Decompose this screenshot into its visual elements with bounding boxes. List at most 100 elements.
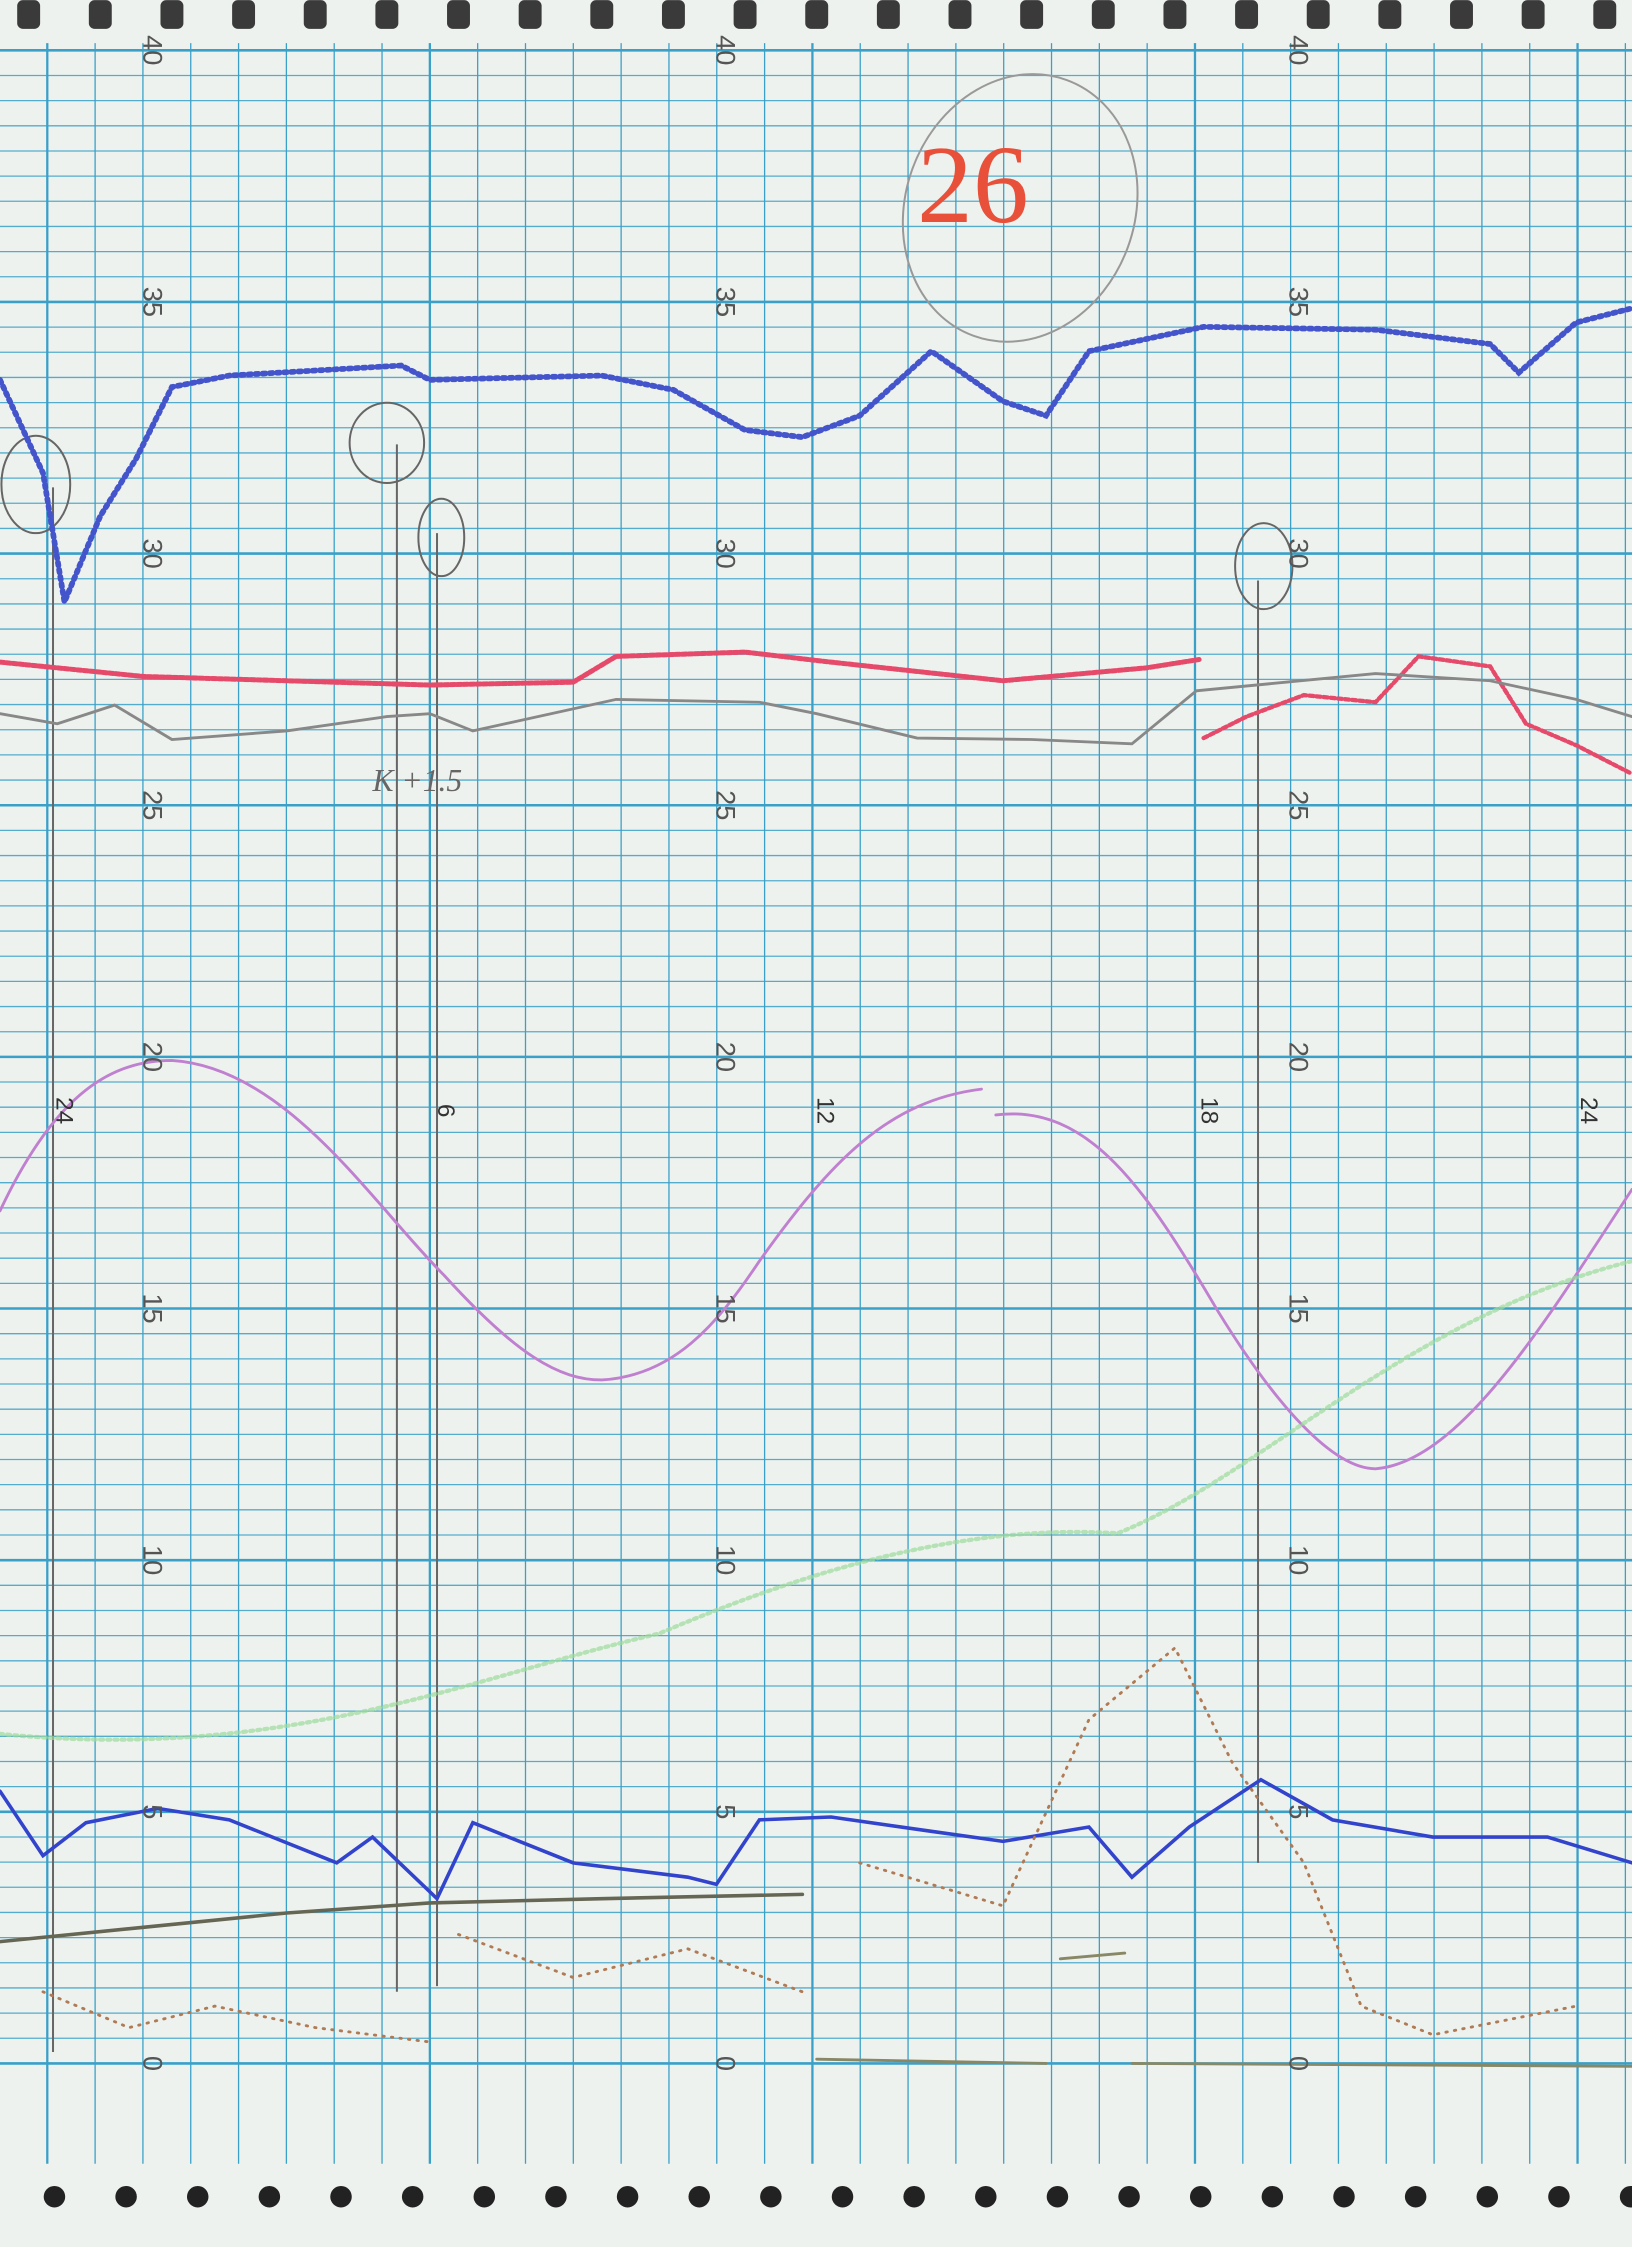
hour-label: 24 [51,1097,78,1124]
scale-label: 10 [710,1545,741,1575]
bottom-hole [115,2185,137,2208]
bottom-hole [43,2185,66,2208]
scale-label: 30 [1284,538,1315,568]
scale-label: 25 [1284,790,1315,820]
bottom-hole [258,2185,281,2208]
scale-label: 25 [137,790,168,820]
scale-label: 40 [710,35,741,65]
hour-label: 12 [811,1097,838,1124]
scale-label: 15 [137,1293,168,1323]
top-hole [160,0,184,29]
top-hole [1235,0,1259,29]
top-hole [733,0,757,29]
bottom-hole [545,2185,567,2208]
scale-label: 40 [137,35,168,65]
blue-trace [0,1777,1632,1902]
blue-dotted-trace [0,305,1632,613]
bottom-hole [1189,2185,1212,2208]
purple-trace [0,1059,1632,1471]
red-trace-2 [1201,654,1632,777]
bottom-hole [760,2185,782,2208]
labels: 40 35 30 25 20 15 10 5 0 40 35 30 25 20 15 10 5 0 40 35 30 25… [51,35,1603,2071]
marker-circle [1234,522,1294,611]
bottom-hole [1261,2185,1284,2208]
bottom-hole [330,2185,352,2208]
top-hole [518,0,542,29]
top-hole [948,0,972,29]
sheet-number: 26 [917,123,1029,247]
hour-label: 6 [432,1104,459,1118]
pencil-note: K +1.5 [372,763,463,798]
hour-label: 24 [1575,1097,1602,1124]
bottom-hole [186,2185,209,2208]
scale-label: 10 [1284,1545,1315,1575]
pencil-marks [0,73,1294,2052]
bottom-hole [688,2185,710,2208]
brown-scatter [41,1645,1578,2044]
grid [0,43,1632,2164]
bottom-hole [1619,2185,1632,2208]
scale-label: 30 [710,538,741,568]
scale-label: 0 [1284,2056,1315,2071]
bottom-hole [1118,2185,1140,2208]
scale-label: 20 [1284,1042,1315,1072]
traces [0,305,1632,2068]
top-hole [17,0,41,29]
bottom-hole [831,2185,854,2208]
baseline-trace [815,1951,1632,2068]
scale-label: 30 [137,538,168,568]
bottom-hole [1333,2185,1355,2208]
scale-label: 10 [137,1545,168,1575]
scale-label: 15 [710,1293,741,1323]
top-hole [1091,0,1115,29]
scale-label: 5 [1284,1804,1315,1819]
number-circle [901,73,1139,343]
green-trace [0,1258,1632,1742]
scale-label: 25 [710,790,741,820]
marker-circle [417,497,466,578]
top-hole [447,0,470,29]
scale-label: 35 [710,287,741,317]
scale-label: 35 [137,287,168,317]
top-hole [88,0,112,29]
top-hole [1020,0,1044,29]
dark-trace [0,1892,805,1944]
top-hole [303,0,327,29]
top-hole [232,0,256,29]
marker-circle [348,401,426,485]
top-hole [590,0,614,29]
scale-label: 0 [137,2056,168,2071]
top-hole [1163,0,1187,29]
red-trace [0,649,1204,688]
top-hole [805,0,829,29]
bottom-hole [1046,2185,1069,2208]
top-hole [1306,0,1330,29]
hour-label: 18 [1195,1097,1222,1124]
bottom-hole [616,2185,639,2208]
bottom-hole [1404,2185,1427,2208]
bottom-hole [903,2185,925,2208]
top-hole [1450,0,1473,29]
bottom-hole [1548,2185,1570,2208]
bottom-hole [1476,2185,1499,2208]
top-hole [1521,0,1545,29]
scale-label: 5 [137,1804,168,1819]
scale-label: 40 [1284,35,1315,65]
top-hole [661,0,685,29]
scale-label: 5 [710,1804,741,1819]
scale-label: 15 [1284,1293,1315,1323]
bottom-hole [975,2185,997,2208]
scale-label: 20 [710,1042,741,1072]
scale-label: 20 [137,1042,168,1072]
bottom-hole [401,2185,424,2208]
scale-label: 35 [1284,287,1315,317]
perforations [17,0,1632,2208]
top-hole [876,0,900,29]
top-hole [1593,0,1617,29]
marker-circle [0,434,72,535]
bottom-hole [473,2185,496,2208]
top-hole [1378,0,1402,29]
scale-label: 0 [710,2056,741,2071]
